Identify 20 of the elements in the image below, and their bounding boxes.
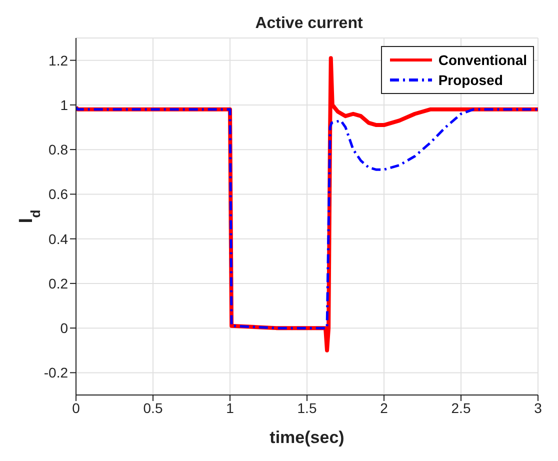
- x-tick-label: 1: [226, 400, 234, 416]
- x-axis-title: time(sec): [270, 428, 344, 447]
- x-tick-label: 2: [380, 400, 388, 416]
- y-tick-label: 0.8: [48, 142, 68, 158]
- chart-title: Active current: [255, 15, 364, 32]
- legend-label: Conventional: [438, 51, 527, 70]
- y-tick-label: 1.2: [48, 52, 68, 68]
- y-tick-label: 1: [60, 96, 68, 113]
- y-tick-label: 0: [60, 320, 68, 336]
- x-tick-label: 0.5: [143, 400, 163, 416]
- x-tick-label: 1.5: [297, 400, 317, 416]
- y-tick-label: 0.2: [48, 275, 68, 292]
- x-tick-label: 3: [534, 400, 542, 416]
- line-series: [76, 106, 538, 330]
- legend-label: Proposed: [438, 71, 503, 90]
- x-tick-label: 0: [72, 400, 80, 416]
- y-tick-label: -0.2: [44, 364, 68, 381]
- y-tick-label: 0.4: [48, 230, 68, 247]
- y-tick-label: 0.6: [48, 186, 68, 202]
- x-tick-label: 2.5: [451, 400, 471, 416]
